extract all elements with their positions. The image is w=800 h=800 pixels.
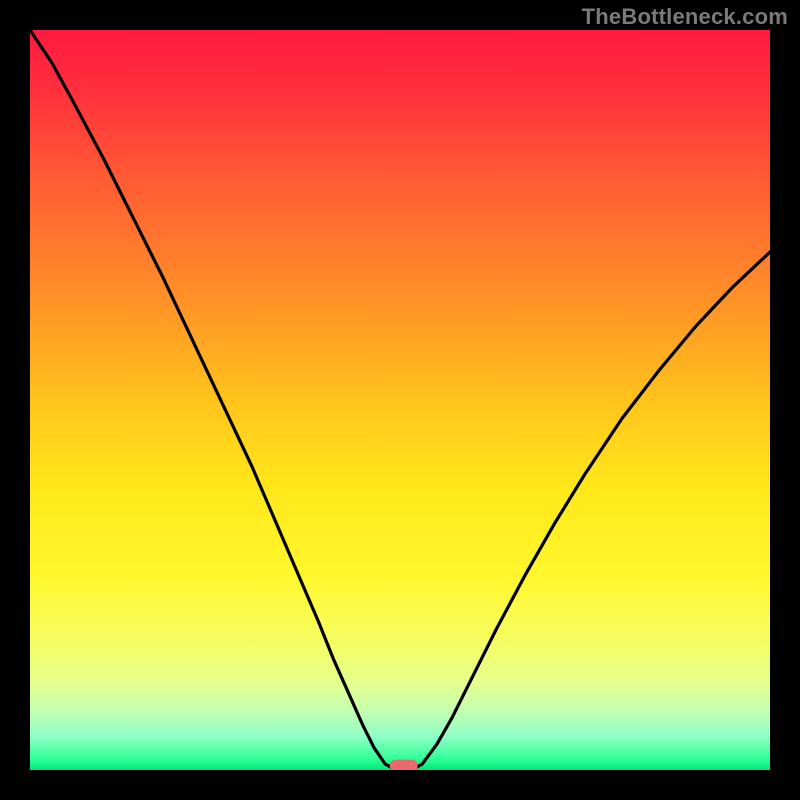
chart-frame: TheBottleneck.com <box>0 0 800 800</box>
min-marker <box>390 760 418 770</box>
plot-area <box>30 30 770 770</box>
watermark-text: TheBottleneck.com <box>582 4 788 30</box>
bottleneck-curve <box>30 30 770 770</box>
curve-layer <box>30 30 770 770</box>
